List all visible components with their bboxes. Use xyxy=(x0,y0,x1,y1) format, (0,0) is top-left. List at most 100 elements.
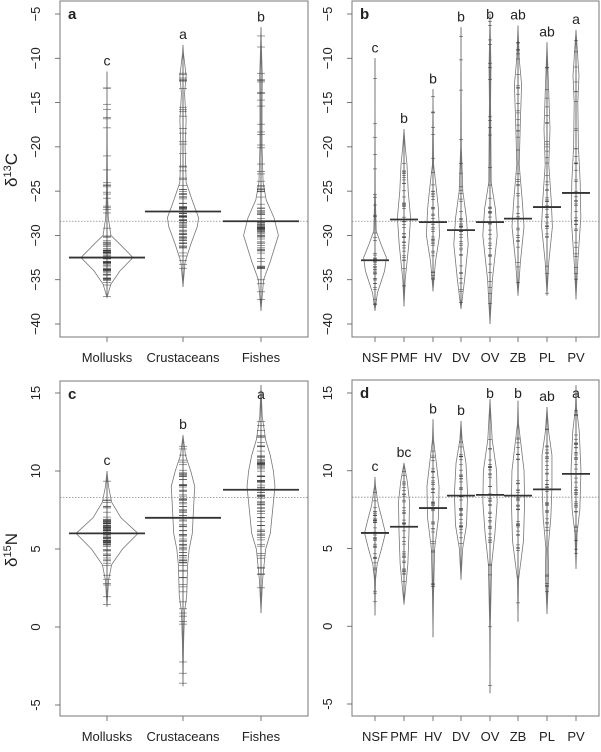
y-tick-label: −5 xyxy=(28,7,43,22)
bean-density-outline xyxy=(364,476,386,616)
y-tick-label: 10 xyxy=(28,464,43,478)
x-tick-label: PL xyxy=(539,729,555,744)
y-tick-label: 15 xyxy=(28,386,43,400)
y-tick-label: −20 xyxy=(28,136,43,158)
y-tick-label: −35 xyxy=(28,269,43,291)
significance-letter: a xyxy=(572,11,580,27)
isotope-superscript: 13 xyxy=(2,165,14,177)
y-tick-label: -5 xyxy=(320,698,335,710)
panel-label: c xyxy=(68,386,76,403)
x-tick-label: HV xyxy=(424,729,442,744)
x-tick-label: NSF xyxy=(362,350,388,365)
y-tick-label: −25 xyxy=(28,180,43,202)
y-tick-label: 5 xyxy=(320,545,335,552)
bean-crustaceans: b xyxy=(145,416,221,687)
significance-letter: b xyxy=(400,110,408,126)
x-tick-label: Crustaceans xyxy=(147,350,220,365)
significance-letter: ab xyxy=(539,23,555,39)
panel-d: c NSF bc PMF b HV b DV b OV b ZB ab PL a PV 15 10 5 0 -5 d xyxy=(320,379,600,744)
panel-label: d xyxy=(360,385,369,402)
significance-letter: b xyxy=(429,400,437,416)
bean-density-outline xyxy=(570,385,582,569)
isotope-superscript: 15 xyxy=(2,545,14,557)
y-tick-label: 10 xyxy=(320,464,335,478)
y-tick-label: −5 xyxy=(320,7,335,22)
y-tick-label: −30 xyxy=(320,224,335,246)
y-tick-label: 0 xyxy=(28,623,43,630)
bean-density-outline xyxy=(511,25,525,296)
bean-density-outline xyxy=(510,400,526,622)
x-tick-label: DV xyxy=(452,350,470,365)
x-tick-label: PV xyxy=(567,729,585,744)
y-tick-label: −40 xyxy=(28,313,43,335)
bean-fishes: a xyxy=(223,385,299,613)
bean-density-outline xyxy=(541,406,553,614)
y-tick-label: 5 xyxy=(28,545,43,552)
plot-frame xyxy=(59,380,309,717)
bean-density-outline xyxy=(396,129,412,307)
x-tick-label: Fishes xyxy=(242,729,281,744)
significance-letter: ab xyxy=(510,7,526,23)
bean-mollusks: c xyxy=(69,452,145,607)
bean-zb: b xyxy=(504,385,532,622)
x-tick-label: HV xyxy=(424,350,442,365)
bean-pl: ab xyxy=(533,388,561,614)
significance-letter: c xyxy=(372,458,379,474)
bean-dv: b xyxy=(447,8,475,309)
bean-zb: ab xyxy=(504,7,532,296)
y-tick-label: 15 xyxy=(320,386,335,400)
bean-pmf: bc xyxy=(390,444,418,605)
y-tick-label: −10 xyxy=(320,47,335,69)
panel-label: b xyxy=(360,6,369,23)
bean-density-outline xyxy=(75,470,139,607)
bean-pmf: b xyxy=(390,110,418,307)
y-tick-label: −10 xyxy=(28,47,43,69)
bean-density-outline xyxy=(398,462,410,605)
significance-letter: c xyxy=(372,39,379,55)
plot-frame xyxy=(351,0,600,338)
x-tick-label: NSF xyxy=(362,729,388,744)
bean-density-outline xyxy=(453,420,469,580)
panel-label: a xyxy=(68,6,77,23)
x-tick-label: PMF xyxy=(390,729,418,744)
element-symbol: N xyxy=(2,533,21,545)
bean-fishes: b xyxy=(223,8,299,311)
bean-density-outline xyxy=(482,13,498,325)
significance-letter: c xyxy=(104,452,111,468)
bean-ov: b xyxy=(476,6,504,325)
x-tick-label: PMF xyxy=(390,350,418,365)
y-tick-label: −20 xyxy=(320,136,335,158)
plot-frame xyxy=(59,0,309,338)
significance-letter: bc xyxy=(397,444,412,460)
x-tick-label: Mollusks xyxy=(82,350,133,365)
significance-letter: b xyxy=(457,402,465,418)
y-tick-label: −25 xyxy=(320,180,335,202)
bean-nsf: c xyxy=(361,39,389,311)
panel-b: c NSF b PMF b HV b DV b OV ab ZB ab PL a PV −5 −10 −15 −20 −… xyxy=(320,0,600,365)
y-tick-label: −30 xyxy=(28,224,43,246)
panel-c: cMollusksbCrustaceansaFishes151050-5cδ15… xyxy=(2,380,309,744)
bean-density-outline xyxy=(246,385,276,613)
x-tick-label: PV xyxy=(567,350,585,365)
bean-pv: a xyxy=(562,11,590,300)
bean-hv: b xyxy=(419,400,447,638)
bean-ov: b xyxy=(476,385,504,694)
x-tick-label: OV xyxy=(481,729,500,744)
element-symbol: C xyxy=(2,153,21,165)
bean-nsf: c xyxy=(361,458,389,616)
bean-density-outline xyxy=(541,42,553,296)
significance-letter: b xyxy=(179,416,187,432)
x-tick-label: PL xyxy=(539,350,555,365)
x-tick-label: Crustaceans xyxy=(147,729,220,744)
significance-letter: a xyxy=(179,26,187,42)
x-tick-label: OV xyxy=(481,350,500,365)
plot-frame xyxy=(351,379,600,717)
bean-crustaceans: a xyxy=(145,26,221,287)
y-tick-label: -5 xyxy=(28,699,43,711)
significance-letter: ab xyxy=(539,388,555,404)
bean-density-outline xyxy=(426,419,440,638)
x-tick-label: ZB xyxy=(510,350,527,365)
x-tick-label: Fishes xyxy=(242,350,281,365)
bean-mollusks: c xyxy=(69,53,145,299)
